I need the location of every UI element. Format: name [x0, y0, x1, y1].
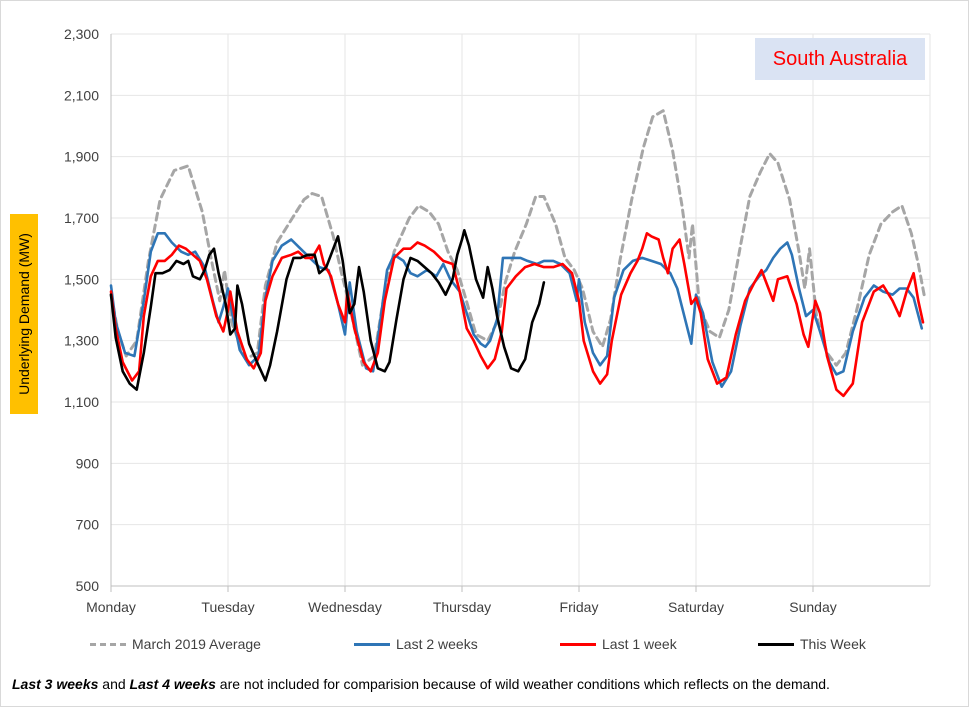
legend-swatch — [560, 642, 596, 646]
x-tick-label: Saturday — [668, 599, 724, 615]
footnote-emphasis-2: Last 4 weeks — [129, 676, 216, 692]
y-tick-label: 2,100 — [64, 87, 99, 103]
legend-item: Last 1 week — [560, 636, 677, 652]
y-tick-label: 1,300 — [64, 333, 99, 349]
x-tick-label: Monday — [86, 599, 136, 615]
y-tick-label: 1,500 — [64, 271, 99, 287]
axes — [110, 34, 930, 592]
x-tick-label: Thursday — [433, 599, 491, 615]
y-axis-label: Underlying Demand (MW) — [16, 233, 32, 395]
region-label-box: South Australia — [755, 38, 925, 80]
x-tick-labels: Monday Tuesday Wednesday Thursday Friday Satu… — [86, 599, 837, 615]
legend-label: Last 1 week — [602, 636, 677, 652]
x-tick-label: Tuesday — [201, 599, 254, 615]
legend-swatch — [90, 642, 126, 646]
footnote-text: are not included for comparision because… — [215, 676, 830, 692]
footnote-emphasis-1: Last 3 weeks — [12, 676, 99, 692]
footnote-connector: and — [98, 676, 130, 692]
legend-label: March 2019 Average — [132, 636, 261, 652]
y-tick-label: 1,900 — [64, 149, 99, 165]
legend-label: This Week — [800, 636, 866, 652]
legend-item: Last 2 weeks — [354, 636, 478, 652]
legend-label: Last 2 weeks — [396, 636, 478, 652]
legend-swatch — [354, 642, 390, 646]
series-line-last-2-weeks — [109, 232, 924, 388]
x-tick-label: Sunday — [789, 599, 836, 615]
x-tick-label: Wednesday — [308, 599, 382, 615]
y-tick-label: 500 — [76, 578, 100, 594]
series-lines — [109, 109, 926, 398]
y-axis-label-background — [10, 214, 38, 414]
y-tick-label: 900 — [76, 455, 100, 471]
y-tick-label: 700 — [76, 517, 100, 533]
series-line-march-2019-average — [109, 109, 926, 367]
y-tick-label: 1,700 — [64, 210, 99, 226]
legend-swatch — [758, 642, 794, 646]
y-tick-label: 1,100 — [64, 394, 99, 410]
legend-item: This Week — [758, 636, 866, 652]
region-label: South Australia — [772, 47, 908, 70]
legend-item: March 2019 Average — [90, 636, 261, 652]
y-tick-labels: 500 700 900 1,100 1,300 1,500 1,700 1,900 2,100 2… — [64, 26, 99, 594]
legend: March 2019 Average Last 2 weeks Last 1 wee… — [0, 636, 969, 656]
series-line-this-week — [109, 229, 546, 391]
x-tick-label: Friday — [560, 599, 599, 615]
footnote: Last 3 weeks and Last 4 weeks are not in… — [12, 676, 830, 692]
y-tick-label: 2,300 — [64, 26, 99, 42]
